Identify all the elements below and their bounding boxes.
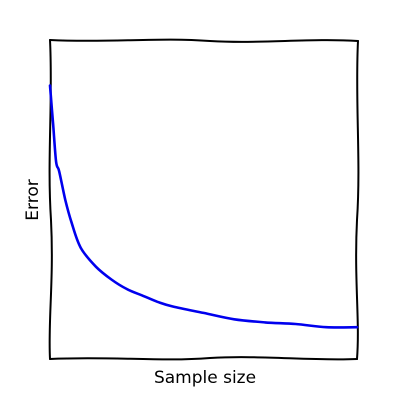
plot-frame-top: [49, 38, 359, 43]
series-layer: [48, 84, 359, 329]
series-line-0: [48, 84, 359, 329]
plot-frame-right: [355, 40, 360, 360]
plot-frame: [48, 38, 360, 361]
x-axis-label: Sample size: [154, 368, 256, 388]
y-axis-label: Error: [23, 179, 43, 220]
plot-frame-bottom: [49, 356, 358, 361]
